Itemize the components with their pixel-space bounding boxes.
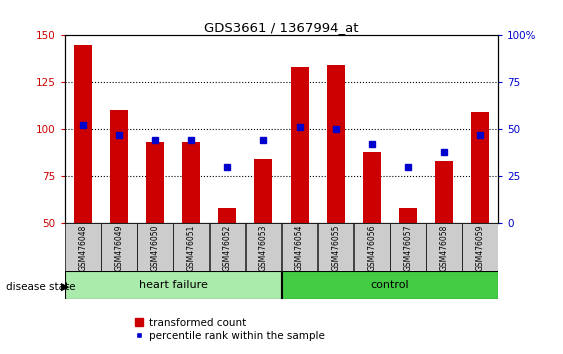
Bar bbox=[182, 142, 200, 223]
Text: GSM476056: GSM476056 bbox=[367, 224, 376, 271]
FancyBboxPatch shape bbox=[390, 223, 426, 271]
Text: GSM476054: GSM476054 bbox=[295, 224, 304, 271]
Text: GSM476059: GSM476059 bbox=[476, 224, 485, 271]
Text: GSM476058: GSM476058 bbox=[440, 224, 449, 271]
FancyBboxPatch shape bbox=[65, 271, 281, 299]
FancyBboxPatch shape bbox=[137, 223, 173, 271]
FancyBboxPatch shape bbox=[101, 223, 137, 271]
Text: GSM476057: GSM476057 bbox=[404, 224, 413, 271]
FancyBboxPatch shape bbox=[426, 223, 462, 271]
Bar bbox=[363, 152, 381, 223]
Text: GSM476050: GSM476050 bbox=[150, 224, 159, 271]
Bar bbox=[110, 110, 128, 223]
FancyBboxPatch shape bbox=[282, 223, 318, 271]
Text: GSM476049: GSM476049 bbox=[114, 224, 123, 271]
Text: GSM476052: GSM476052 bbox=[223, 224, 232, 271]
FancyBboxPatch shape bbox=[245, 223, 281, 271]
Text: ▶: ▶ bbox=[61, 282, 69, 292]
FancyBboxPatch shape bbox=[65, 223, 101, 271]
FancyBboxPatch shape bbox=[282, 271, 498, 299]
FancyBboxPatch shape bbox=[354, 223, 390, 271]
Bar bbox=[471, 112, 489, 223]
FancyBboxPatch shape bbox=[173, 223, 209, 271]
FancyBboxPatch shape bbox=[462, 223, 498, 271]
Legend: transformed count, percentile rank within the sample: transformed count, percentile rank withi… bbox=[135, 318, 324, 341]
Bar bbox=[74, 45, 92, 223]
Bar bbox=[146, 142, 164, 223]
Text: GSM476051: GSM476051 bbox=[187, 224, 196, 271]
FancyBboxPatch shape bbox=[209, 223, 245, 271]
Text: GSM476053: GSM476053 bbox=[259, 224, 268, 271]
Text: disease state: disease state bbox=[6, 282, 75, 292]
Bar bbox=[399, 208, 417, 223]
Text: heart failure: heart failure bbox=[138, 280, 208, 290]
Text: GSM476048: GSM476048 bbox=[78, 224, 87, 271]
Title: GDS3661 / 1367994_at: GDS3661 / 1367994_at bbox=[204, 21, 359, 34]
Bar bbox=[327, 65, 345, 223]
Bar bbox=[254, 159, 272, 223]
Text: GSM476055: GSM476055 bbox=[331, 224, 340, 271]
Bar bbox=[435, 161, 453, 223]
Bar bbox=[218, 208, 236, 223]
Text: control: control bbox=[370, 280, 409, 290]
Bar bbox=[291, 67, 309, 223]
FancyBboxPatch shape bbox=[318, 223, 354, 271]
